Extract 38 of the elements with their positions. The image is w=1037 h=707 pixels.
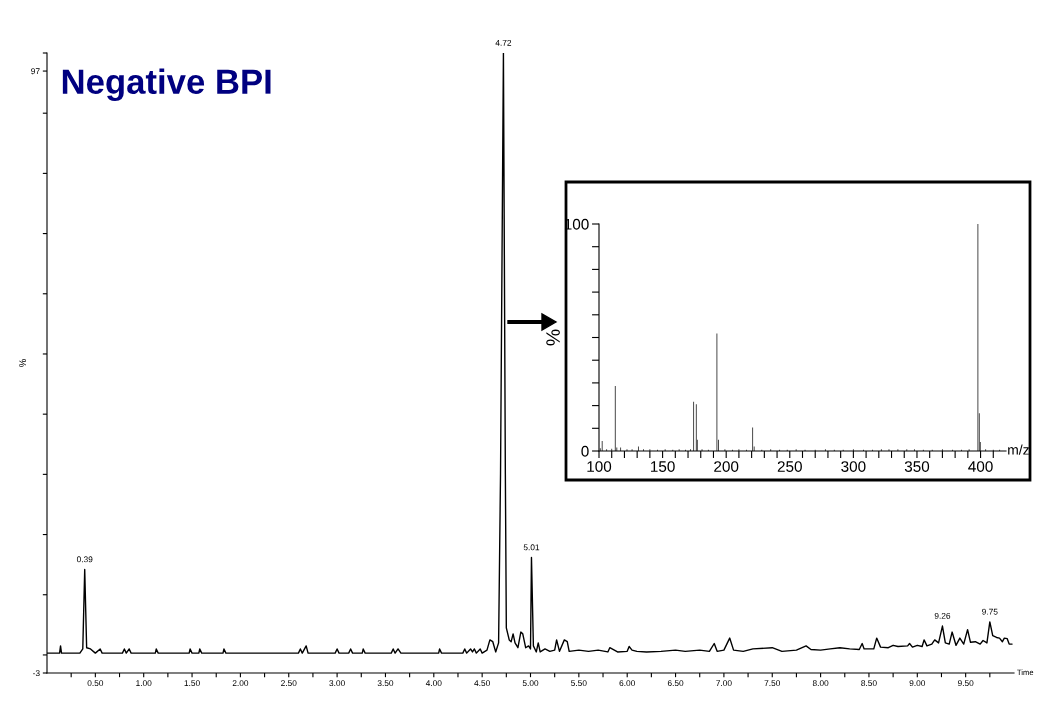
x-tick-label: 0.50 xyxy=(87,680,104,687)
x-tick-label: 5.50 xyxy=(571,680,587,687)
x-tick-label: 4.50 xyxy=(474,680,490,687)
annotation: 9.26 xyxy=(934,612,951,619)
x-tick-label: 3.50 xyxy=(377,680,394,687)
x-tick-label: 4.00 xyxy=(425,680,442,687)
x-tick-label: 100 xyxy=(587,461,612,472)
x-tick-label: 1.00 xyxy=(136,680,152,687)
x-tick-label: 200 xyxy=(714,461,739,472)
y-axis-title: % xyxy=(19,359,27,367)
annotation: 0.39 xyxy=(76,556,93,563)
x-tick-label: 250 xyxy=(777,461,802,472)
x-tick-label: 400 xyxy=(968,461,993,472)
annotation: 4.72 xyxy=(495,39,512,46)
x-tick-label: 300 xyxy=(841,461,866,472)
y-axis-title: % xyxy=(546,329,560,346)
x-tick-label: 2.50 xyxy=(281,680,297,687)
x-tick-label: 9.50 xyxy=(957,680,974,687)
y-tick-label: 97 xyxy=(31,68,40,75)
x-tick-label: 7.00 xyxy=(716,680,732,687)
x-tick-label: 5.00 xyxy=(522,680,539,687)
x-tick-label: 6.00 xyxy=(619,680,635,687)
annotation: 5.01 xyxy=(523,544,540,551)
chart-title: Negative BPI xyxy=(62,68,271,102)
x-tick-label: 9.00 xyxy=(909,680,926,687)
x-tick-label: 7.50 xyxy=(764,680,781,687)
y-tick-label: 0 xyxy=(581,445,589,457)
x-tick-label: 8.00 xyxy=(812,680,829,687)
x-tick-label: 150 xyxy=(651,461,675,472)
annotation: 9.75 xyxy=(982,608,998,615)
x-tick-label: 1.50 xyxy=(184,680,200,687)
x-axis-title: m/z xyxy=(1008,444,1029,455)
x-tick-label: 3.00 xyxy=(329,680,345,687)
x-tick-label: 6.50 xyxy=(667,680,684,687)
y-tick-label: -3 xyxy=(33,670,40,677)
x-tick-label: 2.00 xyxy=(232,680,249,687)
x-tick-label: 350 xyxy=(904,461,930,472)
x-tick-label: 8.50 xyxy=(861,680,877,687)
